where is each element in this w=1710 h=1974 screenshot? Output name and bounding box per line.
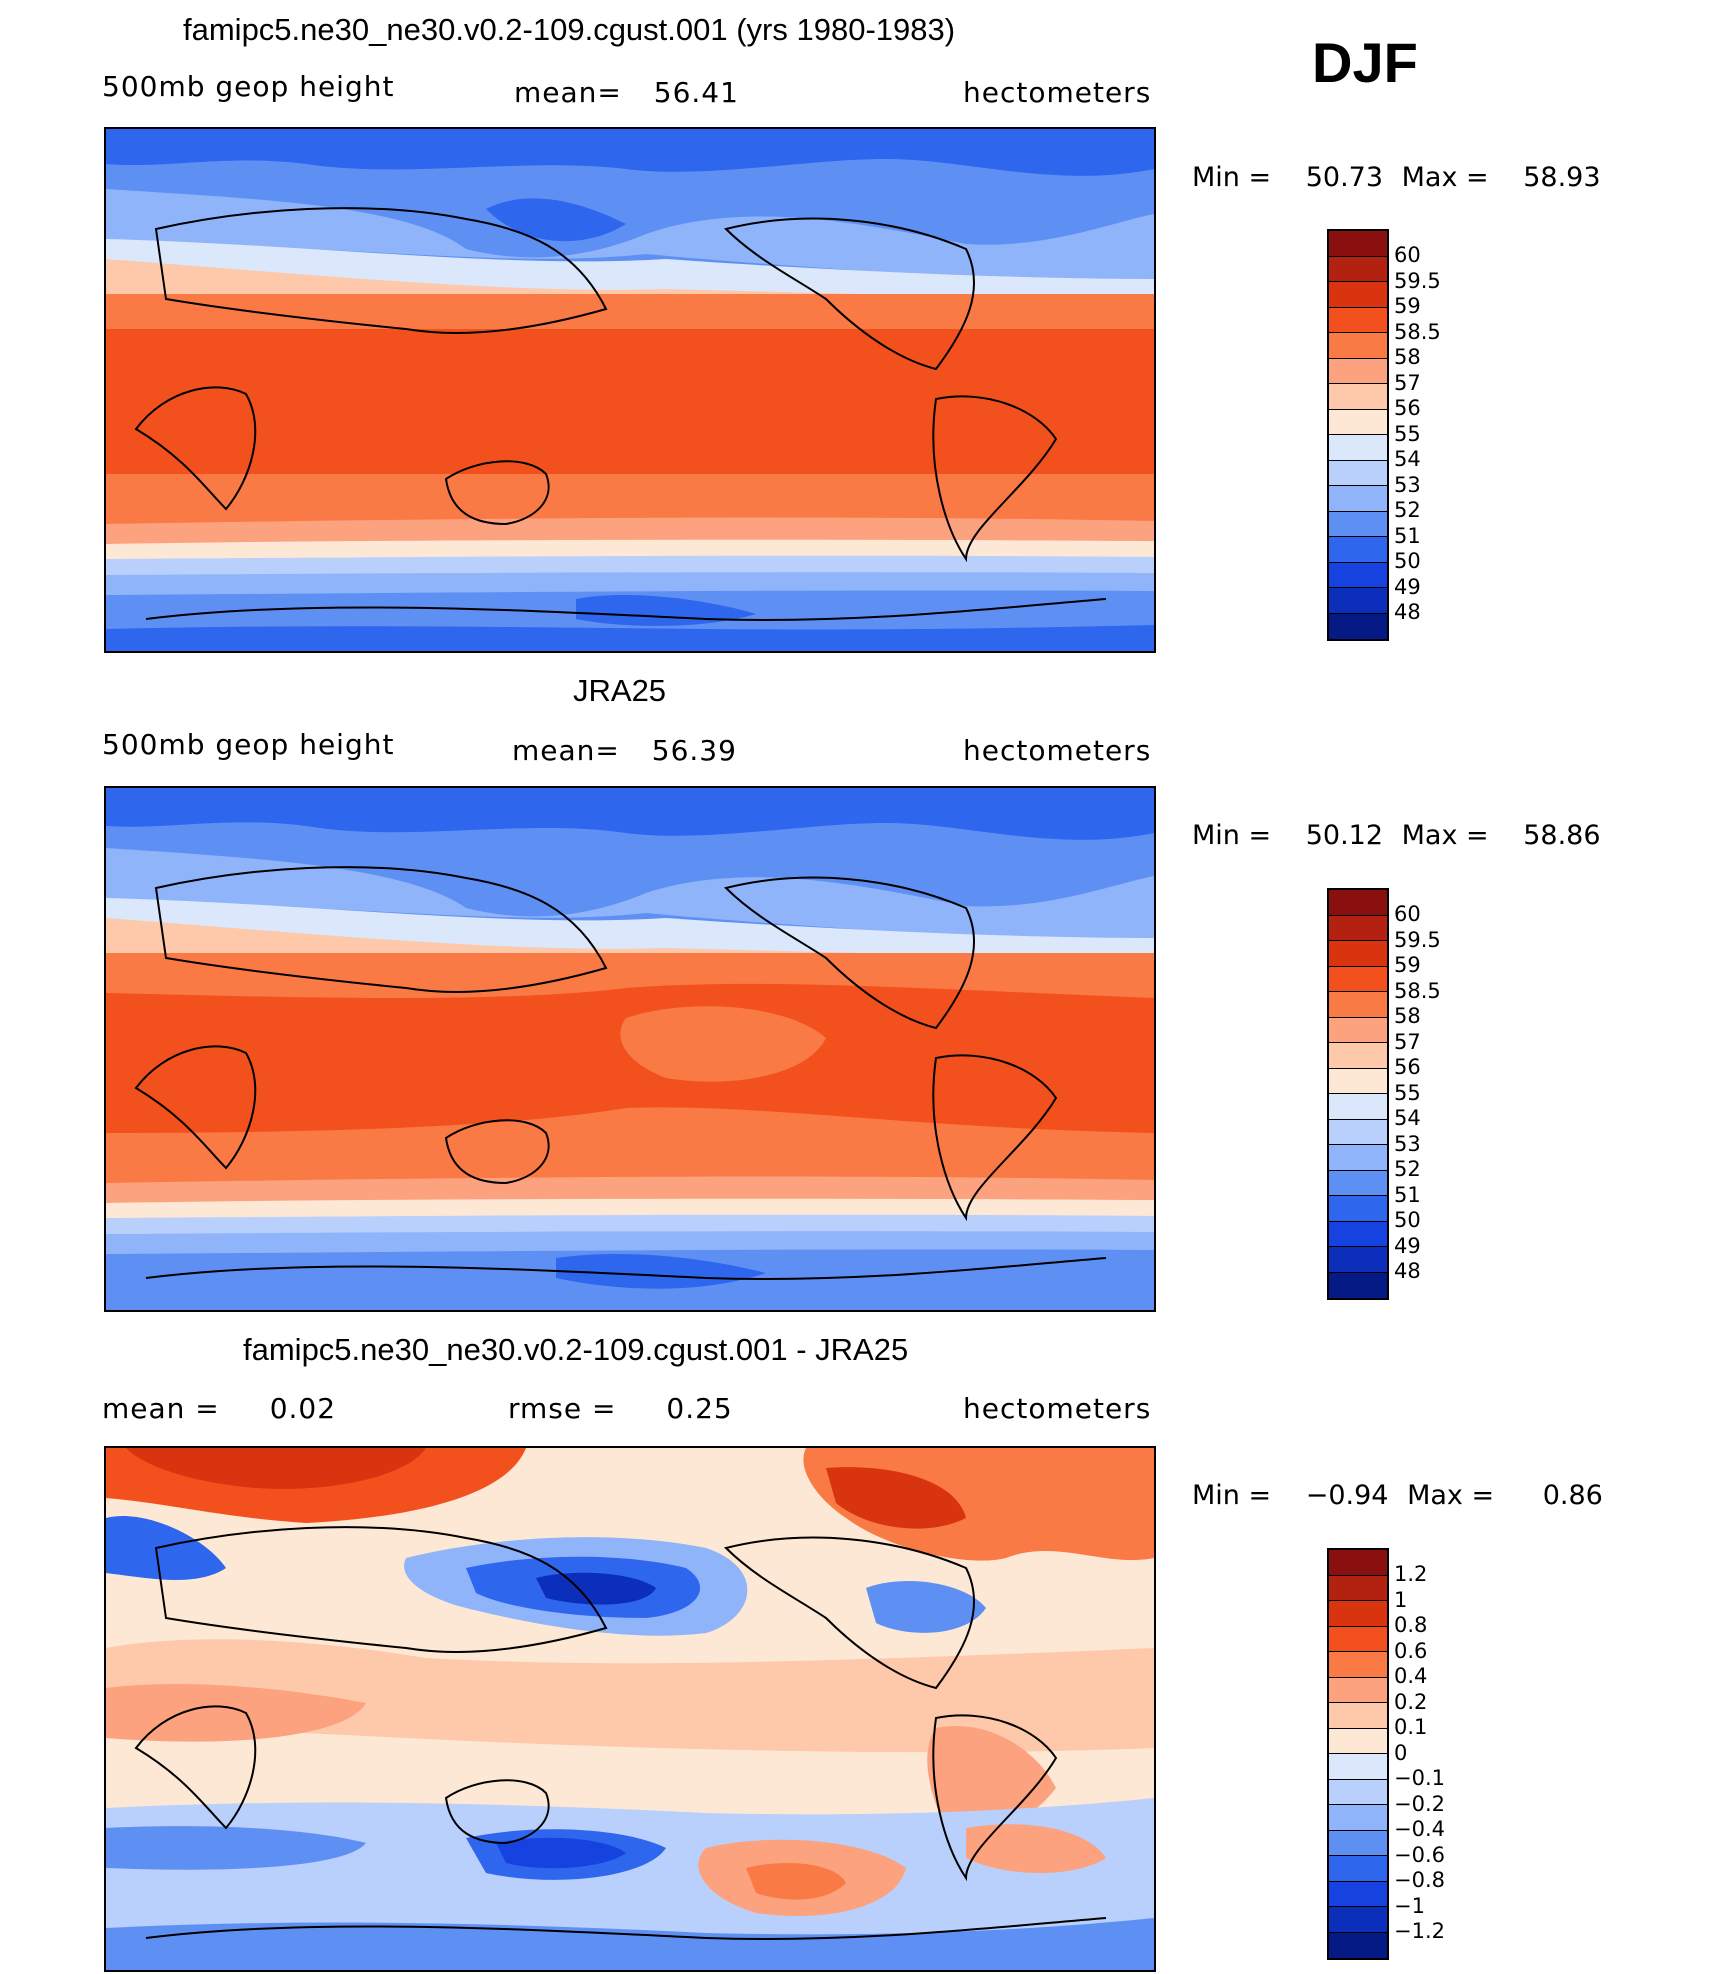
panel2-title: JRA25 — [573, 673, 667, 708]
panel2-mean-value: 56.39 — [651, 734, 737, 767]
cb1-label: 54 — [1394, 447, 1421, 471]
cb2-label: 60 — [1394, 902, 1421, 926]
panel3-units: hectometers — [963, 1392, 1152, 1425]
panel1-mean-value: 56.41 — [653, 76, 739, 109]
panel2-mean: mean= 56.39 — [512, 734, 737, 767]
panel2-units: hectometers — [963, 734, 1152, 767]
cb3-label: −1 — [1394, 1894, 1425, 1918]
cb2-label: 57 — [1394, 1030, 1421, 1054]
panel3-rmse: rmse = 0.25 — [508, 1392, 733, 1425]
colorbar-height-1 — [1327, 229, 1389, 641]
colorbar-height-2 — [1327, 888, 1389, 1300]
season-label: DJF — [1312, 31, 1418, 94]
cb1-label: 56 — [1394, 396, 1421, 420]
cb3-label: 0.2 — [1394, 1690, 1428, 1714]
cb1-label: 58.5 — [1394, 320, 1441, 344]
cb1-label: 59.5 — [1394, 269, 1441, 293]
cb2-label: 49 — [1394, 1234, 1421, 1258]
cb3-label: 0.6 — [1394, 1639, 1428, 1663]
panel1-map — [104, 127, 1156, 653]
panel2-max-value: 58.86 — [1523, 820, 1601, 851]
cb1-label: 53 — [1394, 473, 1421, 497]
panel3-mean-label: mean = — [102, 1392, 220, 1425]
panel1-min-label: Min = — [1192, 162, 1272, 193]
cb3-label: −0.4 — [1394, 1817, 1445, 1841]
cb1-label: 59 — [1394, 294, 1421, 318]
panel3-max-label: Max = — [1407, 1480, 1495, 1511]
panel1-max-value: 58.93 — [1523, 162, 1601, 193]
panel1-mean-label: mean= — [514, 76, 622, 109]
cb1-label: 58 — [1394, 345, 1421, 369]
panel2-mean-label: mean= — [512, 734, 620, 767]
cb3-label: 0.4 — [1394, 1664, 1428, 1688]
panel3-title: famipc5.ne30_ne30.v0.2-109.cgust.001 - J… — [243, 1332, 909, 1367]
cb2-label: 59 — [1394, 953, 1421, 977]
cb1-label: 57 — [1394, 371, 1421, 395]
panel2-minmax: Min = 50.12 Max = 58.86 — [1192, 820, 1601, 851]
panel3-rmse-label: rmse = — [508, 1392, 617, 1425]
panel3-max-value: 0.86 — [1542, 1480, 1603, 1511]
cb1-label: 52 — [1394, 498, 1421, 522]
panel2-map — [104, 786, 1156, 1312]
cb3-label: −0.8 — [1394, 1868, 1445, 1892]
cb3-label: 0.8 — [1394, 1613, 1428, 1637]
panel3-min-label: Min = — [1192, 1480, 1272, 1511]
panel1-mean: mean= 56.41 — [514, 76, 739, 109]
cb1-label: 55 — [1394, 422, 1421, 446]
cb1-label: 49 — [1394, 575, 1421, 599]
cb3-label: −0.1 — [1394, 1766, 1445, 1790]
cb2-label: 52 — [1394, 1157, 1421, 1181]
cb2-label: 58.5 — [1394, 979, 1441, 1003]
panel3-rmse-value: 0.25 — [666, 1392, 733, 1425]
cb3-label: −0.6 — [1394, 1843, 1445, 1867]
cb1-label: 50 — [1394, 549, 1421, 573]
cb3-label: 1.2 — [1394, 1562, 1428, 1586]
panel2-variable: 500mb geop height — [102, 728, 395, 761]
colorbar-diff — [1327, 1548, 1389, 1960]
panel2-min-value: 50.12 — [1305, 820, 1384, 851]
cb3-label: 1 — [1394, 1588, 1408, 1612]
cb2-label: 51 — [1394, 1183, 1421, 1207]
cb1-label: 51 — [1394, 524, 1421, 548]
cb3-label: −0.2 — [1394, 1792, 1445, 1816]
panel3-minmax: Min = −0.94 Max = 0.86 — [1192, 1480, 1603, 1511]
cb3-label: −1.2 — [1394, 1919, 1445, 1943]
panel1-minmax: Min = 50.73 Max = 58.93 — [1192, 162, 1601, 193]
cb3-label: 0 — [1394, 1741, 1408, 1765]
cb2-label: 58 — [1394, 1004, 1421, 1028]
panel1-variable: 500mb geop height — [102, 70, 395, 103]
cb1-label: 60 — [1394, 243, 1421, 267]
cb1-label: 48 — [1394, 600, 1421, 624]
panel3-mean: mean = 0.02 — [102, 1392, 336, 1425]
panel3-mean-value: 0.02 — [269, 1392, 337, 1425]
panel1-max-label: Max = — [1401, 162, 1489, 193]
panel3-map — [104, 1446, 1156, 1972]
cb2-label: 56 — [1394, 1055, 1421, 1079]
panel1-min-value: 50.73 — [1305, 162, 1384, 193]
cb2-label: 48 — [1394, 1259, 1421, 1283]
panel3-min-value: −0.94 — [1305, 1480, 1389, 1511]
panel2-max-label: Max = — [1401, 820, 1489, 851]
cb2-label: 53 — [1394, 1132, 1421, 1156]
cb3-label: 0.1 — [1394, 1715, 1428, 1739]
cb2-label: 59.5 — [1394, 928, 1441, 952]
cb2-label: 55 — [1394, 1081, 1421, 1105]
panel1-units: hectometers — [963, 76, 1152, 109]
cb2-label: 54 — [1394, 1106, 1421, 1130]
panel2-min-label: Min = — [1192, 820, 1272, 851]
panel1-title: famipc5.ne30_ne30.v0.2-109.cgust.001 (yr… — [183, 12, 956, 47]
cb2-label: 50 — [1394, 1208, 1421, 1232]
